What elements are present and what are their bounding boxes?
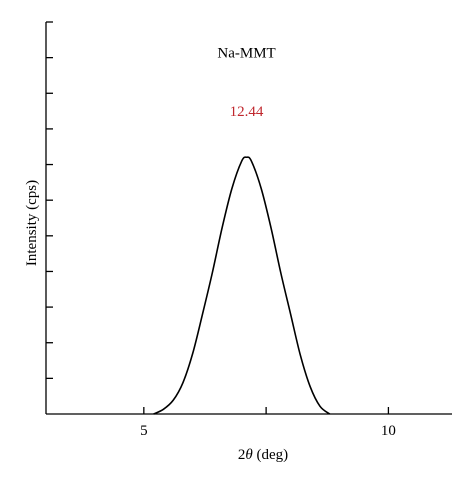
x-axis-label-suffix: (deg) xyxy=(253,447,288,463)
x-tick-label: 5 xyxy=(140,423,148,439)
x-axis-label-symbol: θ xyxy=(245,447,253,463)
x-tick-label: 10 xyxy=(381,423,396,439)
ticks: 5 10 xyxy=(46,21,396,439)
axes xyxy=(45,22,452,415)
series-label: Na-MMT xyxy=(217,45,275,61)
labels: Na-MMT 12.44 2θ (deg) Intensity (cps) xyxy=(24,45,288,463)
peak-annotation: 12.44 xyxy=(230,104,264,120)
series-line-na-mmt xyxy=(153,156,331,415)
series xyxy=(153,156,331,415)
x-axis-label-prefix: 2 xyxy=(238,447,246,463)
x-axis-label: 2θ (deg) xyxy=(238,447,288,463)
y-axis-label: Intensity (cps) xyxy=(24,180,40,266)
